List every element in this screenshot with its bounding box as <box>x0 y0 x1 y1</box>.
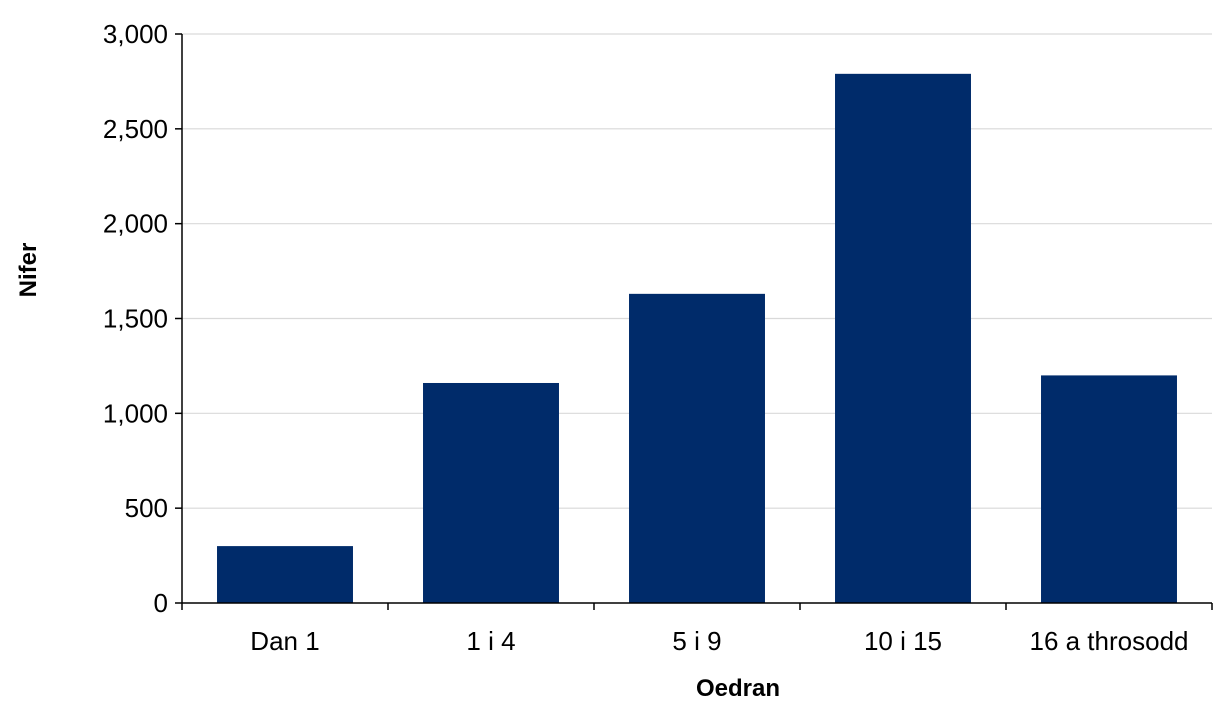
bar <box>835 73 971 603</box>
bars <box>217 73 1177 603</box>
x-tick-label: 1 i 4 <box>466 626 515 656</box>
tick-labels: 0 500 1,000 1,500 2,000 2,500 3,000 Dan 1 1 i 4 5… <box>103 19 1189 656</box>
y-tick-label: 2,000 <box>103 209 168 239</box>
bar <box>1041 375 1177 603</box>
y-tick-label: 1,500 <box>103 304 168 334</box>
x-tick-label: 16 a throsodd <box>1029 626 1188 656</box>
x-axis-title: Oedran <box>696 675 780 702</box>
x-tick-label: 5 i 9 <box>672 626 721 656</box>
bar <box>217 546 353 603</box>
y-tick-label: 2,500 <box>103 114 168 144</box>
y-axis-title: Nifer <box>15 243 42 298</box>
axes <box>175 33 1213 610</box>
bar <box>423 382 559 603</box>
y-tick-label: 0 <box>154 588 168 618</box>
bar <box>629 293 765 603</box>
x-tick-label: 10 i 15 <box>864 626 942 656</box>
y-tick-label: 3,000 <box>103 19 168 49</box>
y-tick-label: 500 <box>125 493 168 523</box>
y-tick-label: 1,000 <box>103 398 168 428</box>
x-tick-label: Dan 1 <box>250 626 319 656</box>
